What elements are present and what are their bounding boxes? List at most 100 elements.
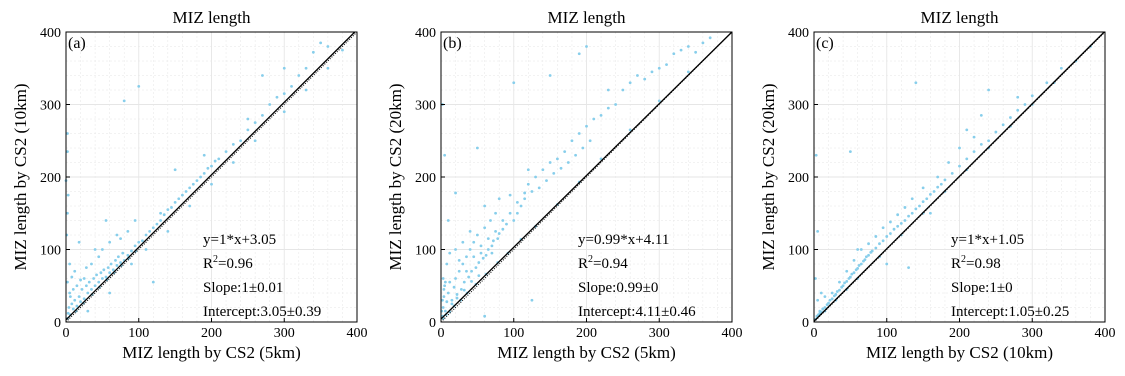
data-point [210, 164, 213, 168]
data-point [585, 124, 588, 128]
x-axis-label: MIZ length by CS2 (10km) [866, 343, 1053, 362]
data-point [628, 81, 632, 85]
data-point [512, 81, 516, 85]
data-point [823, 295, 827, 299]
data-point [585, 45, 588, 48]
data-point [537, 186, 541, 190]
data-point [530, 298, 534, 302]
data-point [994, 130, 998, 134]
data-point [588, 139, 592, 143]
data-point [261, 74, 264, 77]
data-point [151, 280, 155, 284]
data-point [570, 139, 574, 143]
data-point [115, 233, 119, 237]
data-point [874, 246, 878, 250]
data-point [936, 185, 940, 189]
data-point [461, 262, 465, 266]
annotation-text: Intercept:3.05±0.39 [203, 304, 321, 320]
annotation-r2: R2=0.98 [951, 254, 1001, 272]
data-point [834, 293, 838, 296]
data-point [556, 157, 559, 161]
data-point [133, 219, 137, 222]
data-point [67, 306, 71, 309]
data-point [210, 182, 213, 186]
data-point [195, 179, 199, 183]
data-point [864, 255, 868, 259]
annotation-text: Slope:1±0 [951, 280, 1013, 296]
data-point [508, 193, 512, 197]
data-point [477, 261, 481, 264]
data-point [206, 166, 210, 170]
data-point [452, 285, 456, 289]
panel-label: (a) [68, 35, 86, 52]
data-point [104, 275, 108, 279]
data-point [84, 284, 88, 288]
data-point [496, 237, 500, 241]
data-point [184, 190, 188, 193]
data-point [457, 269, 461, 273]
data-point [965, 128, 969, 132]
data-point [929, 211, 932, 215]
y-axis-label: MIZ length by CS2 (20km) [386, 84, 405, 271]
data-point [239, 139, 243, 143]
x-tick-label: 300 [649, 326, 670, 341]
data-point [144, 248, 148, 251]
y-tick-label: 0 [54, 316, 61, 331]
fit-line [813, 31, 1105, 322]
data-point [116, 255, 120, 259]
data-point [523, 191, 527, 195]
data-point [290, 84, 293, 88]
data-point [459, 287, 463, 291]
data-point [454, 277, 457, 280]
data-point [526, 168, 530, 172]
data-point [497, 197, 501, 201]
data-point [548, 161, 552, 164]
annotation-text: Intercept:1.05±0.25 [951, 304, 1069, 320]
data-point [850, 272, 854, 276]
data-point [483, 314, 487, 318]
data-point [162, 213, 166, 217]
data-point [70, 275, 74, 279]
data-point [170, 206, 173, 209]
data-point [867, 242, 870, 246]
data-point [852, 271, 856, 275]
data-point [1009, 116, 1012, 119]
data-point [828, 298, 832, 302]
data-point [188, 204, 192, 208]
data-point [1045, 81, 1049, 85]
data-point [462, 288, 466, 292]
data-point [217, 157, 221, 161]
y-tick-label: 400 [415, 26, 436, 41]
data-point [534, 175, 537, 179]
data-point [943, 178, 947, 182]
data-point [77, 295, 81, 299]
data-point [852, 258, 856, 262]
data-point [119, 237, 122, 241]
data-point [672, 52, 676, 56]
data-point [66, 150, 69, 154]
data-point [246, 117, 250, 121]
data-point [148, 229, 152, 233]
data-point [483, 226, 487, 230]
data-point [231, 161, 235, 164]
data-point [903, 219, 907, 222]
data-point [111, 268, 115, 272]
data-point [79, 278, 82, 282]
data-point [80, 287, 84, 291]
y-tick-label: 300 [40, 99, 61, 114]
identity-line [813, 31, 1106, 323]
x-axis-label: MIZ length by CS2 (5km) [122, 343, 301, 362]
data-point [845, 269, 849, 273]
data-point [950, 171, 954, 175]
data-point [819, 291, 823, 295]
data-point [881, 239, 885, 243]
data-point [71, 287, 75, 291]
data-point [95, 273, 98, 277]
data-point [910, 211, 914, 215]
chart-title: MIZ length [173, 8, 251, 27]
data-point [867, 253, 870, 257]
y-tick-label: 100 [415, 244, 436, 259]
data-point [92, 277, 96, 280]
data-point [455, 293, 459, 296]
